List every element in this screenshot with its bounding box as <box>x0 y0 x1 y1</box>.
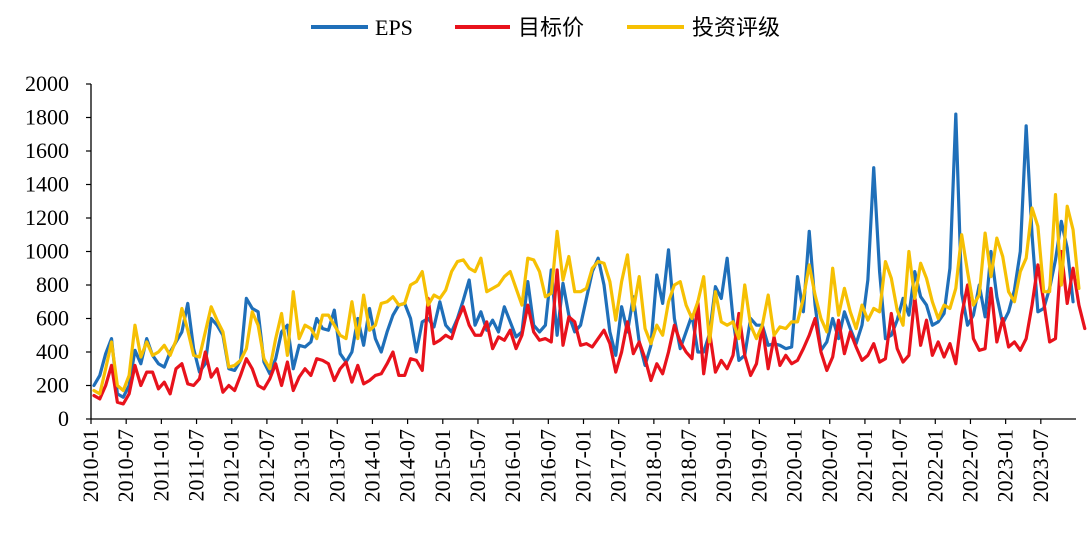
x-tick-label: 2019-07 <box>746 429 771 502</box>
series-line-target-price <box>92 249 1087 406</box>
x-tick-label: 2020-07 <box>817 429 842 502</box>
x-tick-label: 2013-01 <box>289 429 314 502</box>
y-tick-label: 2000 <box>25 71 69 96</box>
x-tick-label: 2011-01 <box>148 429 173 502</box>
x-tick-label: 2022-01 <box>922 429 947 502</box>
x-tick-label: 2021-07 <box>887 429 912 502</box>
x-tick-label: 2011-07 <box>184 429 209 502</box>
x-tick-label: 2015-01 <box>430 429 455 502</box>
series-line-eps <box>92 112 1075 399</box>
x-tick-label: 2015-07 <box>465 429 490 502</box>
x-tick-label: 2018-07 <box>676 429 701 502</box>
legend-label: EPS <box>375 15 413 40</box>
y-tick-label: 600 <box>36 306 69 331</box>
x-tick-label: 2023-01 <box>993 429 1018 502</box>
x-tick-label: 2014-07 <box>395 429 420 502</box>
y-tick-label: 0 <box>58 406 69 431</box>
x-tick-label: 2012-07 <box>254 429 279 502</box>
y-tick-label: 200 <box>36 373 69 398</box>
legend-label: 目标价 <box>518 15 584 40</box>
series-line-rating <box>92 192 1081 396</box>
x-tick-label: 2010-07 <box>113 429 138 502</box>
y-tick-label: 800 <box>36 272 69 297</box>
x-tick-label: 2018-01 <box>641 429 666 502</box>
legend-label: 投资评级 <box>692 15 780 40</box>
x-tick-label: 2021-01 <box>852 429 877 502</box>
x-tick-label: 2013-07 <box>324 429 349 502</box>
legend: EPS 目标价 投资评级 <box>311 15 780 40</box>
x-tick-label: 2012-01 <box>219 429 244 502</box>
x-tick-label: 2016-01 <box>500 429 525 502</box>
x-tick-label: 2020-01 <box>782 429 807 502</box>
series-lines <box>92 112 1087 406</box>
x-tick-label: 2019-01 <box>711 429 736 502</box>
x-tick-label: 2023-07 <box>1028 429 1053 502</box>
x-tick-label: 2010-01 <box>78 429 103 502</box>
x-tick-label: 2017-07 <box>606 429 631 502</box>
x-tick-label: 2017-01 <box>571 429 596 502</box>
axes: 0 200 400 600 800 1000 1200 1400 1600 1800 2000 201… <box>25 71 1076 502</box>
y-tick-label: 1800 <box>25 105 69 130</box>
y-tick-label: 1200 <box>25 205 69 230</box>
x-tick-label: 2016-07 <box>535 429 560 502</box>
y-tick-label: 1600 <box>25 138 69 163</box>
x-tick-label: 2014-01 <box>359 429 384 502</box>
x-tick-label: 2022-07 <box>957 429 982 502</box>
y-tick-label: 1400 <box>25 172 69 197</box>
y-tick-label: 1000 <box>25 239 69 264</box>
y-tick-label: 400 <box>36 339 69 364</box>
